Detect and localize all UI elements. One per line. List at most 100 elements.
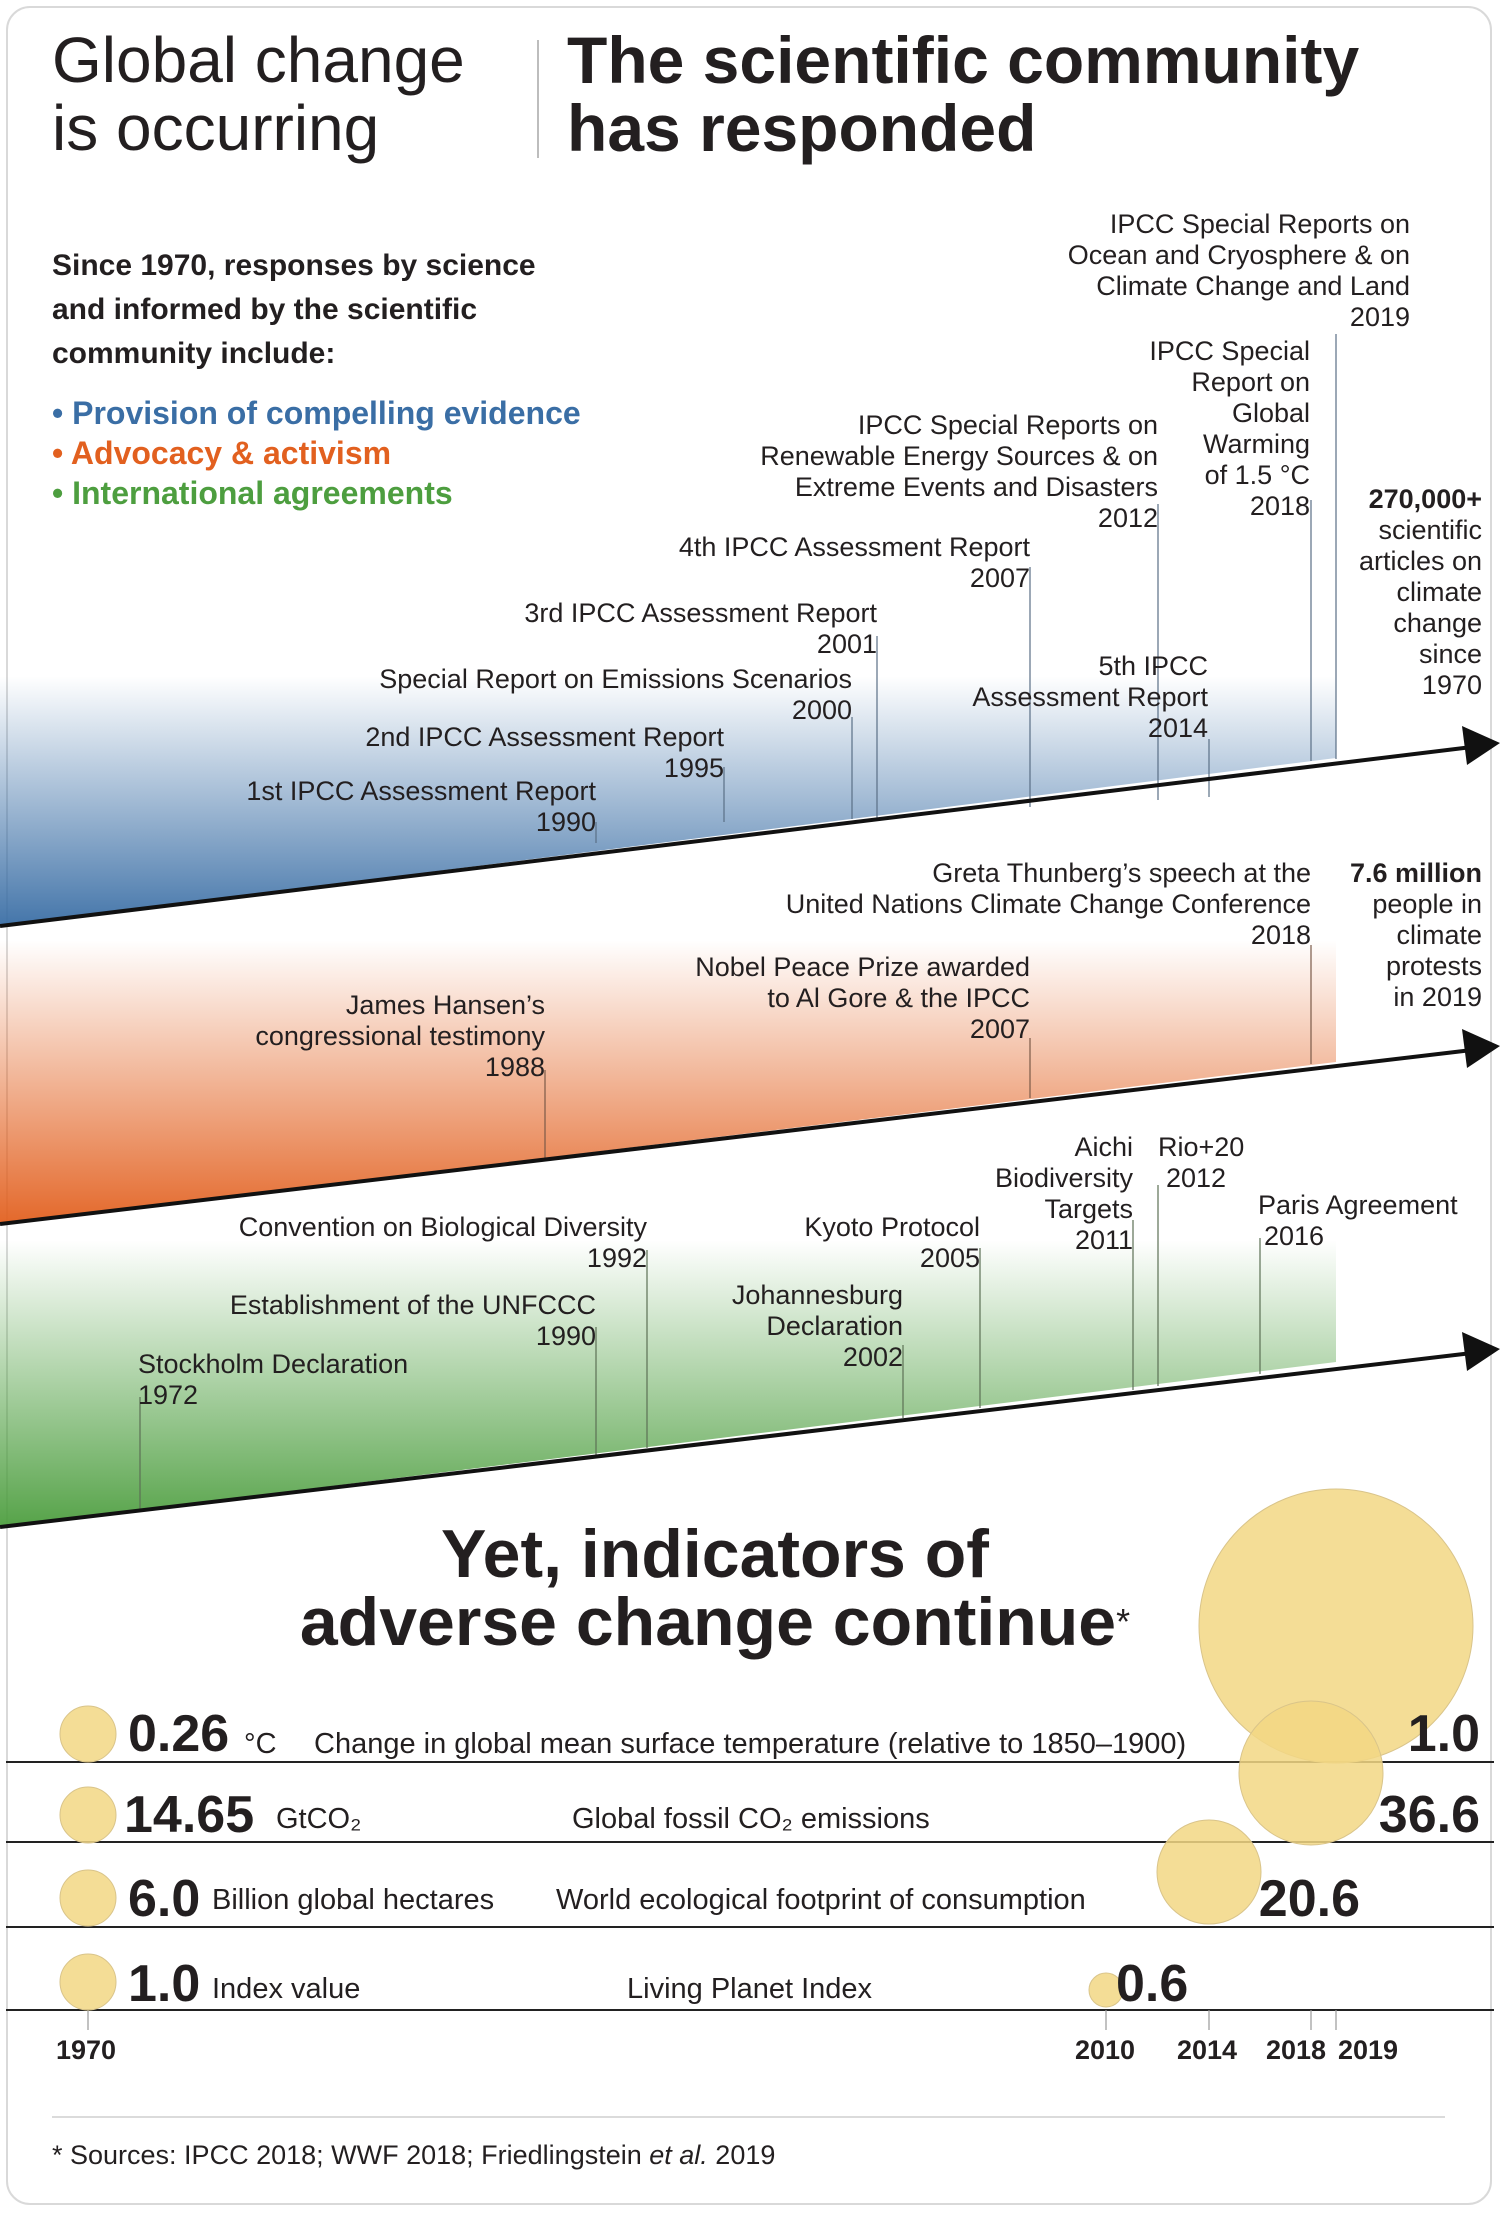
summary-text: since <box>1418 639 1482 669</box>
event-unfccc: Establishment of the UNFCCC 1990 <box>160 1290 596 1352</box>
year-ticks <box>87 2010 1337 2030</box>
event-text: Stockholm Declaration <box>138 1349 409 1379</box>
event-year: 2019 <box>1349 302 1410 332</box>
event-text: Global <box>1231 398 1310 428</box>
event-text: IPCC Special Reports on <box>857 410 1158 440</box>
activism-arrow-line <box>0 1048 1473 1226</box>
event-hansen: James Hansen’s congressional testimony 1… <box>200 990 545 1083</box>
summary-text: climate <box>1396 920 1482 950</box>
event-text: United Nations Climate Change Conference <box>785 889 1311 919</box>
indicator-bubbles <box>59 1488 1474 2011</box>
sources-italic: et al. <box>649 2140 708 2170</box>
right-title-line: has responded <box>567 91 1037 165</box>
indicators-heading-line: adverse change continue <box>299 1584 1117 1660</box>
sources-note: * Sources: IPCC 2018; WWF 2018; Friedlin… <box>52 2140 775 2170</box>
event-text: Nobel Peace Prize awarded <box>695 952 1030 982</box>
event-text: 3rd IPCC Assessment Report <box>524 598 877 628</box>
activism-arrowhead <box>1462 1029 1500 1068</box>
event-year: 1990 <box>535 807 596 837</box>
event-text: Johannesburg <box>731 1280 903 1310</box>
event-year: 2012 <box>1166 1163 1227 1193</box>
year-label: 2010 <box>1075 2035 1136 2065</box>
event-aichi: Aichi Biodiversity Targets 2011 <box>960 1132 1133 1256</box>
event-text: Extreme Events and Disasters <box>794 472 1158 502</box>
bubble-footprint-2014 <box>1156 1819 1262 1925</box>
right-title-line: The scientific community <box>567 23 1360 97</box>
year-label: 2014 <box>1177 2035 1238 2065</box>
event-year: 2001 <box>816 629 877 659</box>
event-text: Climate Change and Land <box>1096 271 1410 301</box>
event-thunberg: Greta Thunberg’s speech at the United Na… <box>700 858 1311 951</box>
temperature-end-value: 1.0 <box>1407 1705 1480 1763</box>
footprint-end-value: 20.6 <box>1258 1870 1360 1928</box>
category-evidence: • Provision of compelling evidence <box>52 395 581 431</box>
event-year: 2002 <box>842 1342 903 1372</box>
event-year: 2000 <box>791 695 852 725</box>
event-stockholm: Stockholm Declaration 1972 <box>138 1349 518 1411</box>
event-text: 4th IPCC Assessment Report <box>678 532 1030 562</box>
category-list: • Provision of compelling evidence • Adv… <box>52 393 581 513</box>
category-agreements: • International agreements <box>52 475 453 511</box>
left-title-line: is occurring <box>52 92 380 164</box>
event-ipcc-2019: IPCC Special Reports on Ocean and Cryosp… <box>1000 209 1410 333</box>
event-year: 2016 <box>1264 1221 1325 1251</box>
event-kyoto: Kyoto Protocol 2005 <box>760 1212 980 1274</box>
event-text: IPCC Special Reports on <box>1109 209 1410 239</box>
event-text: Report on <box>1191 367 1310 397</box>
event-text: congressional testimony <box>255 1021 545 1051</box>
activism-leaders <box>544 945 1312 1160</box>
event-ipcc-special-2012: IPCC Special Reports on Renewable Energy… <box>680 410 1158 534</box>
indicators-heading: Yet, indicators of adverse change contin… <box>200 1520 1230 1656</box>
summary-text: change <box>1393 608 1482 638</box>
evidence-summary-value: 270,000+ <box>1368 484 1482 514</box>
activism-band <box>0 940 1336 1224</box>
event-year: 2007 <box>969 563 1030 593</box>
event-3rd-ipcc: 3rd IPCC Assessment Report 2001 <box>400 598 877 660</box>
header-divider <box>537 40 539 158</box>
bubble-lpi-1970 <box>59 1953 117 2011</box>
summary-text: protests <box>1385 951 1482 981</box>
intro-line: and informed by the scientific <box>52 293 478 326</box>
event-text: Convention on Biological Diversity <box>238 1212 647 1242</box>
event-text: 1st IPCC Assessment Report <box>246 776 596 806</box>
event-year: 2014 <box>1147 713 1208 743</box>
bubble-footprint-1970 <box>59 1869 117 1927</box>
event-text: IPCC Special <box>1149 336 1310 366</box>
lpi-start-value: 1.0 <box>128 1955 201 2013</box>
footprint-start-value: 6.0 <box>128 1870 201 1928</box>
summary-text: people in <box>1372 889 1482 919</box>
event-emissions-scenarios: Special Report on Emissions Scenarios 20… <box>250 664 852 726</box>
event-text: Warming <box>1202 429 1310 459</box>
sources-text: * Sources: IPCC 2018; WWF 2018; Friedlin… <box>52 2140 650 2170</box>
summary-text: articles on <box>1358 546 1482 576</box>
event-year: 2018 <box>1250 920 1311 950</box>
bubble-emissions-1970 <box>59 1786 117 1844</box>
event-2nd-ipcc: 2nd IPCC Assessment Report 1995 <box>240 722 724 784</box>
event-johannesburg: Johannesburg Declaration 2002 <box>660 1280 903 1373</box>
event-text: Aichi <box>1074 1132 1133 1162</box>
event-text: 2nd IPCC Assessment Report <box>365 722 724 752</box>
event-text: Special Report on Emissions Scenarios <box>379 664 852 694</box>
evidence-arrowhead <box>1462 726 1500 765</box>
event-year: 1972 <box>138 1380 199 1410</box>
year-label: 2018 <box>1266 2035 1327 2065</box>
event-cbd: Convention on Biological Diversity 1992 <box>160 1212 647 1274</box>
event-paris: Paris Agreement 2016 <box>1258 1190 1488 1252</box>
lpi-unit: Index value <box>212 1973 361 2005</box>
event-5th-ipcc: 5th IPCC Assessment Report 2014 <box>900 651 1208 744</box>
event-text: Paris Agreement <box>1258 1190 1458 1220</box>
summary-text: scientific <box>1378 515 1482 545</box>
evidence-summary: 270,000+ scientific articles on climate … <box>1300 484 1482 701</box>
right-title: The scientific community has responded <box>567 26 1359 162</box>
event-year: 1988 <box>484 1052 545 1082</box>
activism-summary: 7.6 million people in climate protests i… <box>1290 858 1482 1013</box>
evidence-leaders <box>595 334 1337 843</box>
year-label: 2019 <box>1338 2035 1399 2065</box>
event-year: 2011 <box>1074 1225 1133 1255</box>
event-text: Establishment of the UNFCCC <box>229 1290 596 1320</box>
bubble-lpi-2010 <box>1088 1972 1124 2008</box>
event-year: 2005 <box>919 1243 980 1273</box>
event-nobel: Nobel Peace Prize awarded to Al Gore & t… <box>620 952 1030 1045</box>
